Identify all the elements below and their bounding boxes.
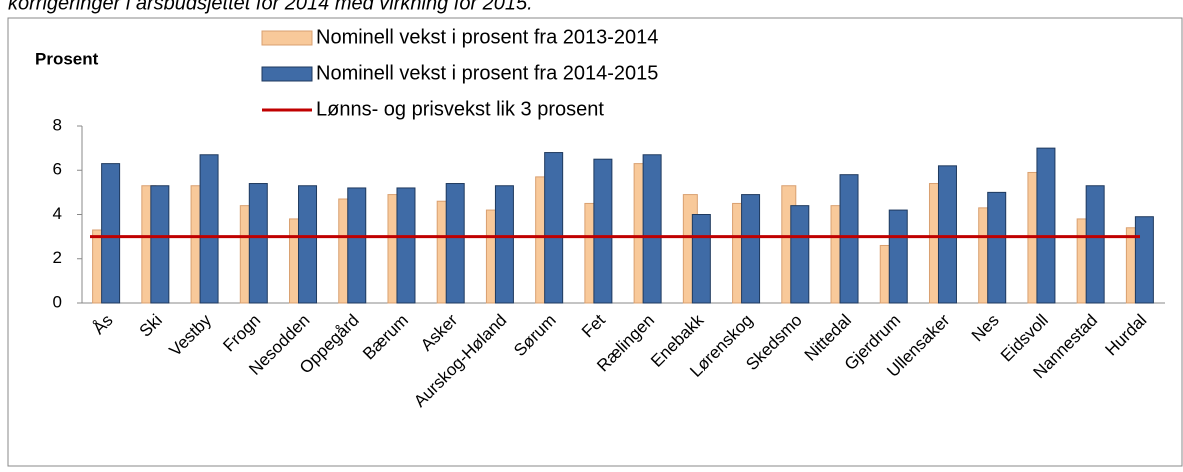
bar: [839, 174, 859, 304]
bar: [987, 191, 1007, 304]
y-tick-label: 2: [53, 248, 62, 267]
x-tick-label: Aurskog-Høland: [410, 311, 510, 411]
bar: [248, 183, 268, 304]
x-tick-label: Vestby: [166, 310, 216, 360]
bar: [150, 185, 170, 304]
bar: [298, 185, 318, 304]
bar: [937, 165, 957, 304]
bar: [101, 163, 121, 304]
y-tick-label: 8: [53, 115, 62, 134]
bar: [642, 154, 662, 304]
x-tick-label: Ås: [89, 311, 116, 338]
bar: [888, 209, 908, 304]
bar: [347, 187, 367, 304]
bar: [593, 158, 613, 304]
bar: [1036, 147, 1056, 304]
bar: [1134, 216, 1154, 304]
y-tick-label: 0: [53, 292, 62, 311]
legend-label: Nominell vekst i prosent fra 2014-2015: [316, 62, 658, 84]
chart-title: korrigeringer i årsbudsjettet for 2014 m…: [8, 0, 533, 14]
legend-label: Nominell vekst i prosent fra 2013-2014: [316, 26, 658, 48]
x-tick-label: Sørum: [510, 311, 559, 360]
bar: [445, 183, 465, 304]
x-tick-label: Hurdal: [1102, 311, 1151, 360]
x-tick-label: Fet: [578, 310, 609, 341]
bar: [544, 152, 564, 304]
y-axis-label: Prosent: [35, 49, 99, 68]
legend-swatch: [261, 30, 313, 46]
y-tick-label: 6: [53, 160, 62, 179]
legend-swatch: [261, 66, 313, 82]
x-tick-label: Nes: [968, 311, 1003, 346]
bar: [691, 214, 711, 304]
x-tick-label: Bærum: [359, 311, 412, 364]
x-tick-label: Asker: [417, 310, 461, 354]
bar: [1085, 185, 1105, 304]
bar: [741, 194, 761, 304]
chart-frame: [7, 17, 1183, 467]
bar: [790, 205, 810, 304]
bar: [199, 154, 219, 304]
bar: [396, 187, 416, 304]
bar: [494, 185, 514, 304]
x-tick-label: Frogn: [219, 311, 264, 356]
y-tick-label: 4: [53, 204, 62, 223]
x-tick-label: Ski: [136, 311, 166, 341]
legend-label: Lønns- og prisvekst lik 3 prosent: [316, 98, 604, 120]
